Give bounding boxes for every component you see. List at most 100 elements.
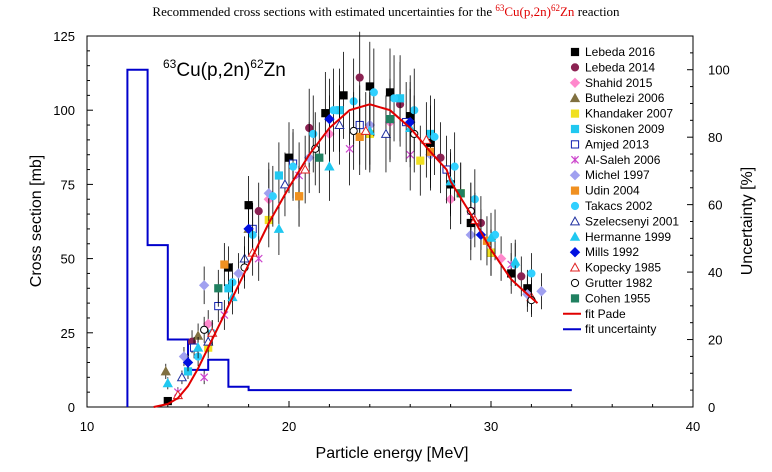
x-tick-label: 30 [484, 419, 498, 434]
x-tick-label: 10 [80, 419, 94, 434]
legend-label: Siskonen 2009 [585, 122, 665, 136]
data-point [214, 284, 223, 293]
legend-marker [570, 186, 580, 195]
data-point [315, 153, 324, 162]
x-axis-label: Particle energy [MeV] [316, 445, 469, 462]
series-al-saleh-2006 [173, 112, 516, 398]
legend-label: Amjed 2013 [585, 137, 649, 151]
data-point [517, 272, 526, 281]
data-point [200, 325, 209, 334]
data-point [299, 164, 311, 174]
legend-item: Michel 1997 [569, 168, 650, 182]
axes: 10 20 30 40 0 25 50 75 100 125 0 20 40 60 80 100 [53, 29, 729, 434]
data-point [233, 268, 244, 279]
data-point [309, 129, 318, 139]
data-point [339, 91, 348, 100]
y2-tick-label: 60 [708, 198, 722, 213]
legend-marker [570, 47, 580, 57]
data-point [279, 179, 291, 189]
legend-marker [570, 278, 580, 288]
y-tick-label: 0 [68, 400, 75, 415]
data-point [274, 171, 283, 180]
data-point [380, 128, 392, 138]
data-points [160, 31, 547, 406]
data-point [176, 371, 188, 382]
legend-label: Michel 1997 [585, 168, 650, 182]
legend-item: Takacs 2002 [570, 199, 653, 213]
data-point [178, 351, 190, 362]
legend-item: Shahid 2015 [569, 76, 653, 90]
data-point [510, 256, 521, 266]
legend-marker [570, 155, 580, 164]
legend-item: Lebeda 2014 [570, 60, 655, 74]
legend-item: Buthelezi 2006 [569, 91, 665, 105]
legend-label: Shahid 2015 [585, 76, 653, 90]
data-point [389, 94, 399, 103]
series-buthelezi-2006 [160, 202, 254, 379]
data-point [385, 115, 395, 124]
data-point [355, 132, 364, 142]
y2-tick-label: 40 [708, 265, 722, 280]
legend-marker [569, 77, 581, 89]
y2-tick-label: 100 [708, 63, 730, 78]
data-point [224, 284, 233, 293]
legend-item: Amjed 2013 [570, 137, 649, 151]
data-point [345, 144, 354, 153]
x-tick-label: 40 [686, 419, 700, 434]
data-point [349, 126, 358, 136]
legend-label: Lebeda 2016 [585, 45, 655, 59]
legend-item: Hermanne 1999 [569, 230, 671, 244]
data-point [182, 357, 194, 368]
data-point [324, 161, 335, 171]
legend-marker [569, 169, 581, 181]
legend-marker [570, 140, 580, 149]
data-point [288, 162, 298, 171]
y-tick-label: 125 [53, 29, 75, 44]
legend-marker [570, 63, 580, 72]
data-point [485, 232, 497, 242]
legend-item: Khandaker 2007 [570, 107, 673, 121]
reaction-label: 63Cu(p,2n)62Zn [163, 57, 286, 81]
data-point [430, 132, 439, 142]
legend-label: Hermanne 1999 [585, 230, 671, 244]
data-point [162, 377, 173, 388]
data-point [421, 134, 432, 144]
legend-marker [569, 216, 581, 226]
legend-item: Mills 1992 [569, 245, 639, 259]
legend-label: Cohen 1955 [585, 291, 651, 305]
data-point [254, 207, 263, 216]
legend-label: fit Pade [585, 307, 626, 321]
legend-label: fit uncertainty [585, 322, 656, 336]
data-point [334, 119, 345, 129]
data-point [416, 156, 425, 165]
data-point [160, 366, 171, 376]
legend-item: Cohen 1955 [570, 291, 651, 305]
legend-label: Mills 1992 [585, 245, 639, 259]
data-point [198, 280, 210, 291]
data-point [324, 113, 335, 125]
data-point [200, 373, 209, 382]
series-hermanne-1999 [162, 88, 521, 390]
data-point [321, 109, 330, 118]
data-point [243, 223, 254, 235]
data-point [536, 286, 547, 297]
data-point [329, 106, 338, 115]
legend-marker [570, 201, 580, 211]
y-tick-label: 50 [61, 252, 75, 267]
legend-item: fit Pade [563, 307, 626, 321]
data-point [369, 88, 378, 97]
y-tick-label: 100 [53, 103, 75, 118]
data-point [360, 125, 371, 135]
data-point [192, 342, 204, 352]
legend-label: Szelecsenyi 2001 [585, 214, 679, 228]
x-tick-label: 20 [282, 419, 296, 434]
legend-marker [569, 246, 581, 258]
legend-marker [570, 294, 580, 303]
y2-tick-label: 20 [708, 333, 722, 348]
legend-item: Lebeda 2016 [570, 45, 655, 59]
legend-item: Udin 2004 [570, 184, 640, 198]
legend-marker [570, 109, 580, 118]
legend-item: fit uncertainty [563, 322, 656, 336]
